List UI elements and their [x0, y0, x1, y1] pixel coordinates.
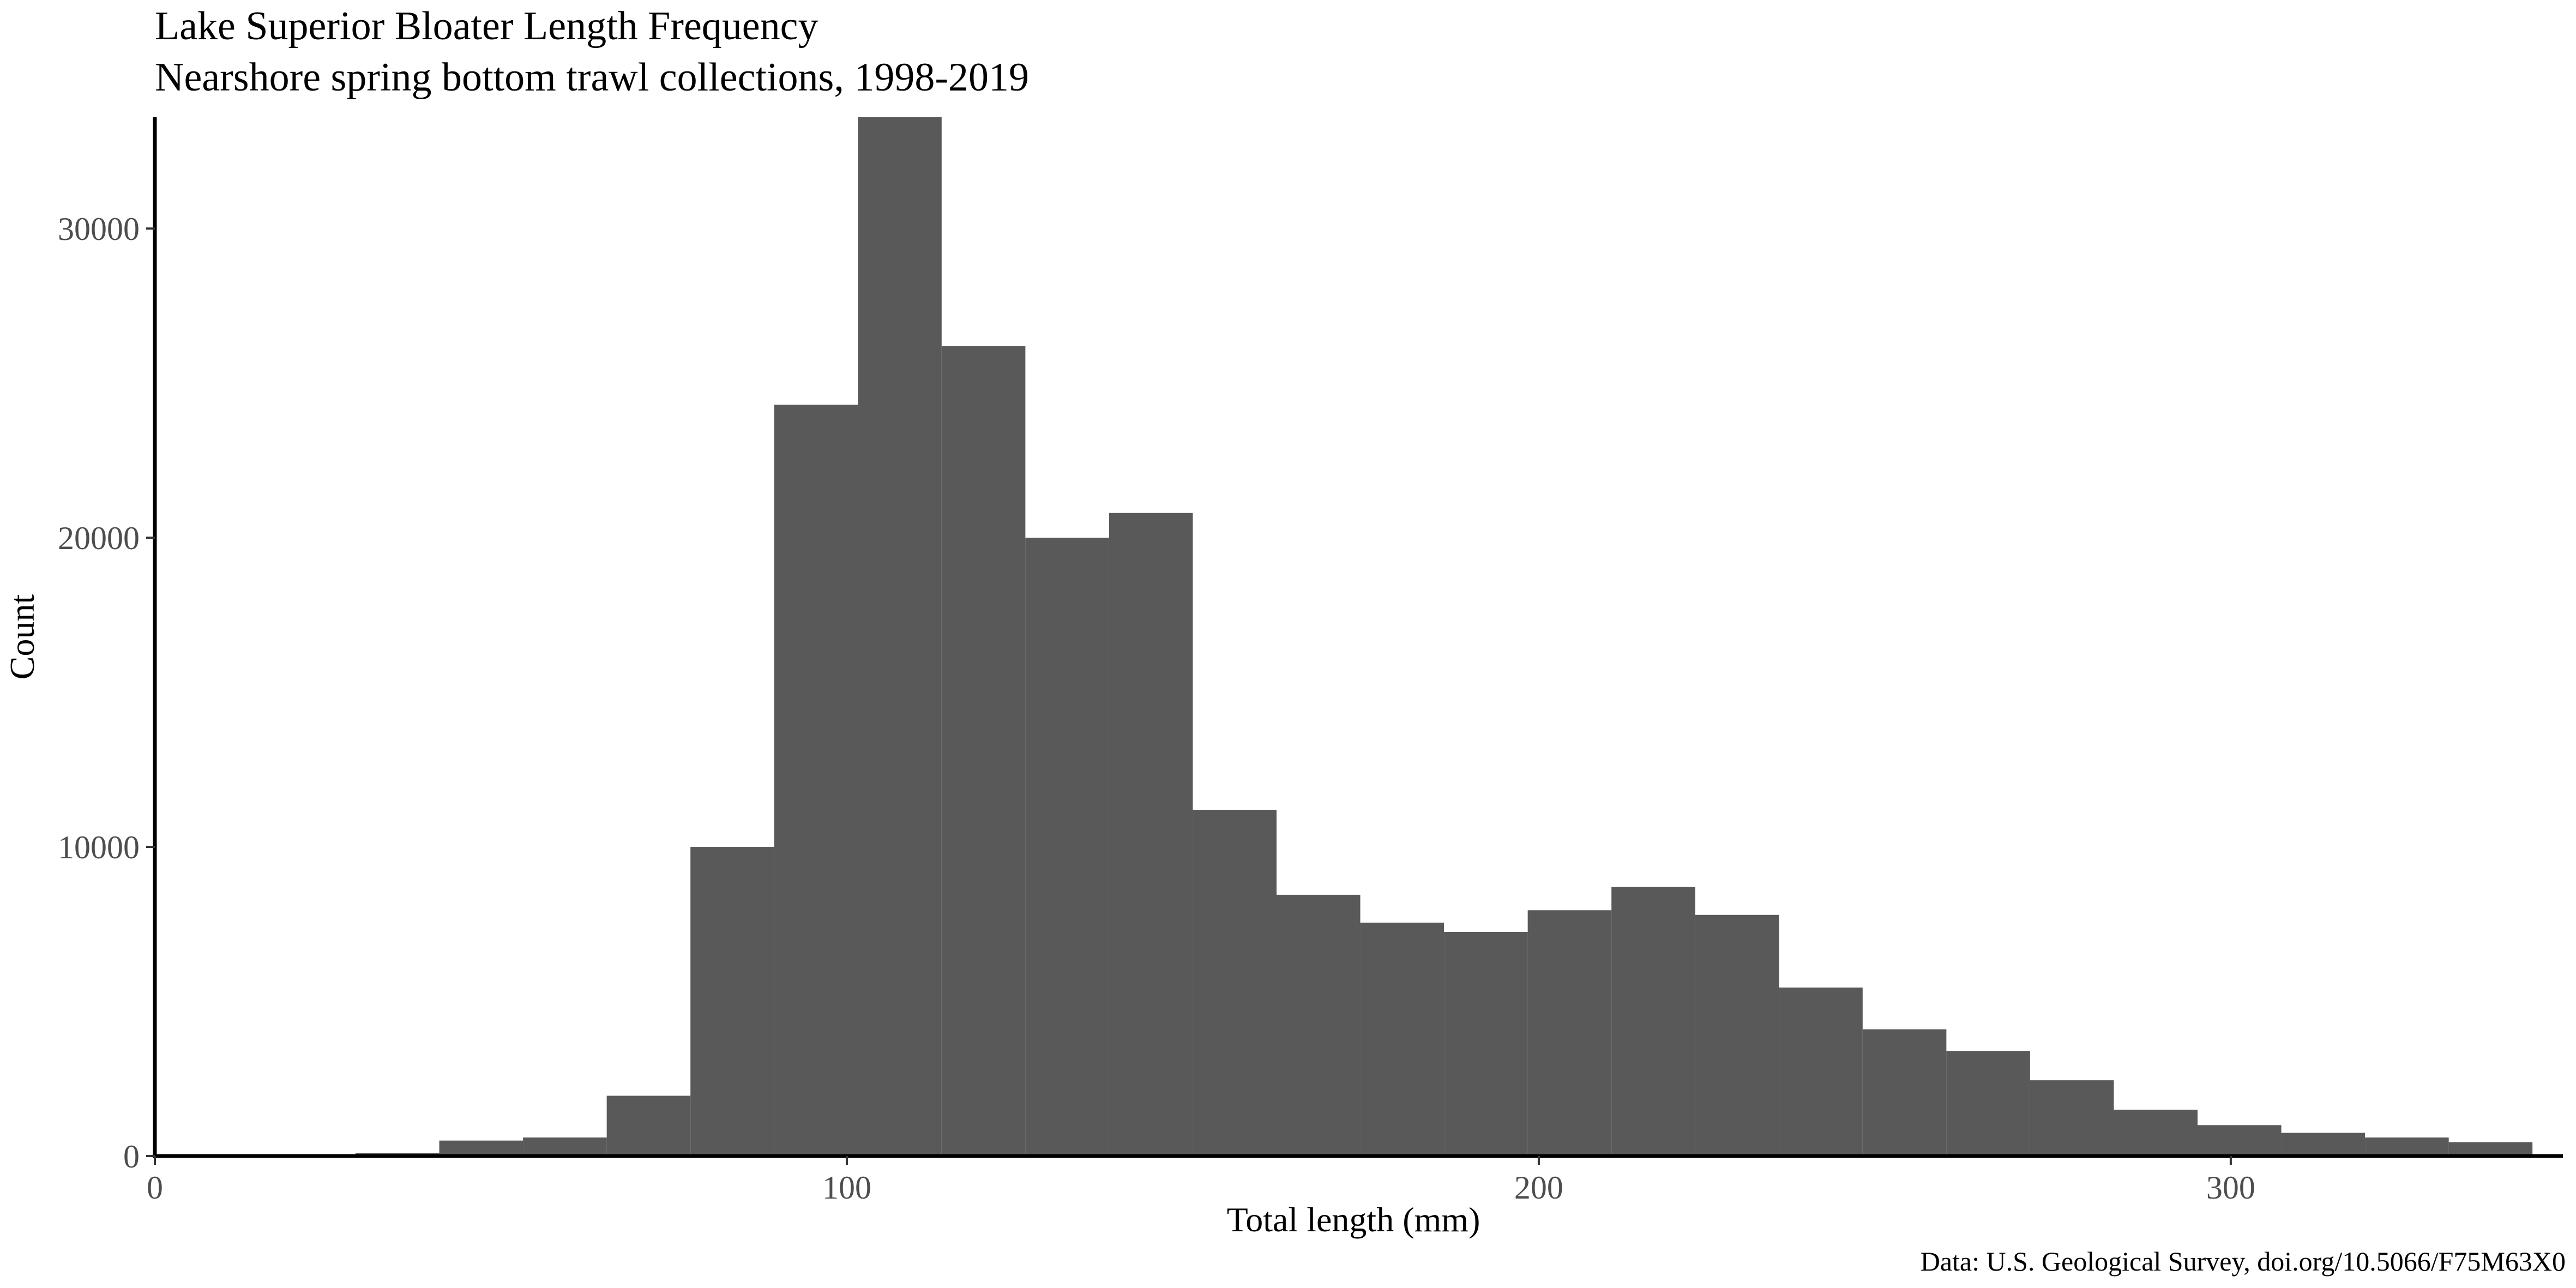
x-axis-ticks: 0 100 200 300 [147, 1156, 2255, 1206]
histogram-bar-7 [941, 346, 1026, 1156]
histogram-bar-18 [1862, 1029, 1947, 1156]
histogram-bar-2 [523, 1137, 607, 1156]
x-tick-label-3: 300 [2206, 1170, 2255, 1206]
histogram-bar-22 [2197, 1125, 2282, 1156]
histogram-bar-17 [1779, 988, 1863, 1156]
x-tick-label-2: 200 [1514, 1170, 1563, 1206]
y-tick-label-0: 0 [123, 1139, 140, 1175]
histogram-bar-16 [1695, 914, 1779, 1156]
y-tick-label-1: 10000 [58, 829, 140, 865]
x-tick-label-0: 0 [147, 1170, 163, 1206]
histogram-bar-11 [1276, 894, 1361, 1156]
y-axis-ticks: 0 10000 20000 30000 [58, 211, 155, 1175]
histogram-bar-8 [1025, 538, 1109, 1156]
x-tick-label-1: 100 [822, 1170, 871, 1206]
histogram-bar-6 [858, 117, 942, 1156]
histogram-bar-4 [690, 847, 774, 1156]
y-tick-label-2: 20000 [58, 520, 140, 556]
chart-caption: Data: U.S. Geological Survey, doi.org/10… [1921, 1246, 2566, 1277]
histogram-bar-12 [1360, 922, 1445, 1156]
histogram-bar-5 [774, 405, 858, 1156]
y-tick-label-3: 30000 [58, 211, 140, 247]
chart-title: Lake Superior Bloater Length Frequency [155, 4, 818, 49]
histogram-bar-1 [439, 1140, 523, 1156]
histogram-bar-24 [2365, 1137, 2449, 1156]
histogram-bar-20 [2030, 1080, 2114, 1156]
chart-subtitle: Nearshore spring bottom trawl collection… [155, 55, 1029, 100]
histogram-bar-10 [1193, 810, 1277, 1156]
histogram-bar-19 [1946, 1051, 2030, 1156]
histogram-bar-3 [606, 1096, 691, 1156]
histogram-bar-25 [2448, 1142, 2533, 1156]
histogram-bar-13 [1444, 931, 1528, 1156]
histogram-bar-15 [1611, 887, 1695, 1156]
histogram-bar-9 [1109, 513, 1193, 1156]
histogram-bar-21 [2114, 1109, 2198, 1156]
y-axis-title: Count [3, 594, 41, 680]
x-axis-title: Total length (mm) [1227, 1200, 1480, 1239]
histogram-bar-14 [1527, 910, 1612, 1156]
histogram-bar-23 [2281, 1133, 2366, 1156]
histogram-bars [356, 117, 2533, 1156]
